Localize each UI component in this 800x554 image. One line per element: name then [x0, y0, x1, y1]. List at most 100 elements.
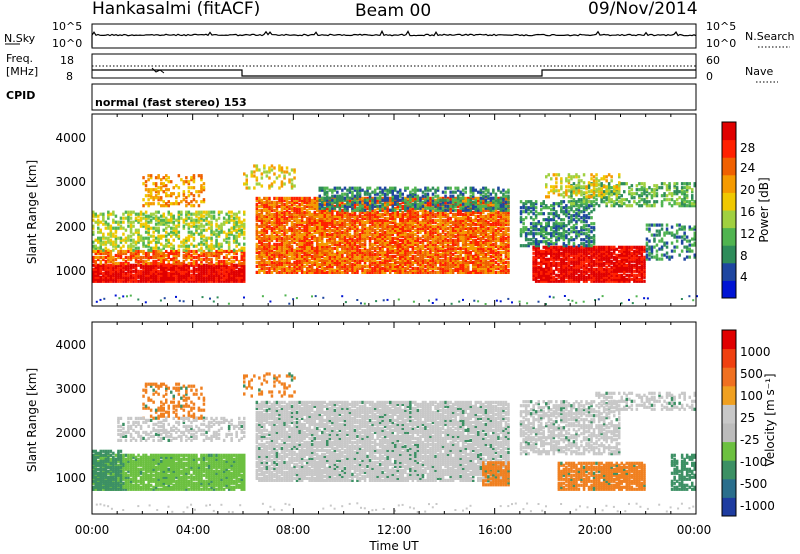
power-range-cell [255, 270, 259, 274]
power-range-cell [472, 270, 475, 274]
power-range-cell [381, 268, 384, 272]
power-range-cell [285, 234, 289, 238]
power-range-cell [265, 214, 269, 218]
power-range-cell [94, 263, 97, 267]
power-range-cell [469, 212, 472, 216]
power-range-cell [336, 256, 339, 260]
power-range-cell [300, 242, 304, 246]
power-range-cell [268, 260, 271, 264]
power-range-cell [109, 263, 113, 267]
power-range-cell [416, 240, 420, 244]
power-range-cell [406, 212, 410, 216]
power-range-cell [469, 234, 472, 238]
power-range-cell [232, 238, 236, 242]
power-range-cell [373, 266, 377, 270]
power-range-cell [180, 275, 183, 279]
power-range-cell [197, 210, 201, 214]
power-range-cell [182, 261, 186, 266]
power-range-cell [366, 230, 369, 234]
power-range-cell [285, 222, 289, 226]
power-range-cell [426, 268, 430, 272]
power-range-cell [197, 212, 201, 216]
power-range-cell [109, 253, 113, 258]
power-range-cell [268, 198, 271, 202]
power-range-cell [185, 212, 188, 216]
power-range-cell [107, 253, 110, 258]
power-range-cell [482, 248, 485, 252]
power-range-cell [391, 214, 394, 218]
power-range-cell [477, 262, 480, 266]
power-range-cell [165, 188, 168, 192]
power-range-cell [414, 198, 417, 202]
power-range-cell [109, 230, 113, 234]
power-range-cell [172, 214, 175, 218]
power-range-cell [328, 204, 332, 208]
power-range-cell [484, 202, 488, 206]
power-range-cell [321, 234, 324, 238]
power-range-cell [129, 226, 133, 230]
power-range-cell [283, 248, 286, 252]
power-range-cell [383, 216, 387, 220]
power-range-cell [192, 269, 196, 273]
power-range-cell [263, 224, 266, 228]
power-range-cell [152, 263, 155, 267]
power-range-cell [152, 198, 155, 202]
power-range-cell [177, 269, 181, 273]
power-range-cell [177, 271, 181, 275]
power-range-cell [175, 226, 178, 230]
power-range-cell [160, 182, 163, 186]
power-range-cell [474, 242, 477, 246]
power-range-cell [474, 228, 477, 232]
power-range-cell [305, 234, 309, 238]
power-range-cell [270, 236, 274, 240]
power-range-cell [200, 188, 203, 192]
power-range-cell [451, 246, 455, 250]
power-range-cell [157, 279, 160, 283]
power-range-cell [187, 234, 191, 238]
power-range-cell [504, 210, 508, 214]
power-range-cell [383, 236, 387, 240]
power-range-cell [147, 265, 150, 269]
power-range-cell [431, 214, 435, 218]
power-range-cell [331, 260, 334, 264]
power-range-cell [316, 260, 319, 264]
power-range-cell [160, 220, 163, 224]
power-range-cell [137, 253, 140, 258]
power-range-cell [122, 251, 125, 256]
power-range-cell [396, 244, 399, 248]
power-range-cell [310, 218, 314, 222]
power-range-cell [217, 234, 221, 238]
power-range-cell [361, 254, 364, 258]
power-range-cell [426, 236, 430, 240]
power-range-cell [321, 216, 324, 220]
power-range-cell [235, 214, 238, 218]
power-range-cell [368, 250, 372, 254]
power-range-cell [92, 224, 95, 228]
power-range-cell [122, 269, 125, 273]
power-range-cell [353, 220, 357, 224]
power-range-cell [165, 202, 168, 206]
power-range-cell [321, 198, 324, 202]
power-range-cell [165, 277, 168, 281]
power-range-cell [243, 236, 246, 240]
power-range-cell [235, 216, 238, 220]
power-range-cell [504, 270, 508, 274]
power-range-cell [283, 236, 286, 240]
power-range-cell [280, 216, 284, 220]
power-range-cell [139, 271, 143, 275]
power-range-cell [494, 252, 498, 256]
power-range-cell [144, 184, 148, 188]
power-range-cell [366, 216, 369, 220]
power-range-cell [144, 271, 148, 275]
power-range-cell [378, 224, 382, 228]
power-range-cell [434, 256, 437, 260]
power-range-cell [170, 275, 173, 279]
power-range-cell [210, 228, 213, 232]
power-range-cell [338, 218, 342, 222]
power-range-cell [459, 216, 462, 220]
power-range-cell [162, 261, 165, 266]
power-range-cell [137, 279, 140, 283]
power-range-cell [275, 248, 279, 252]
power-range-cell [394, 228, 397, 232]
power-range-cell [182, 194, 186, 198]
